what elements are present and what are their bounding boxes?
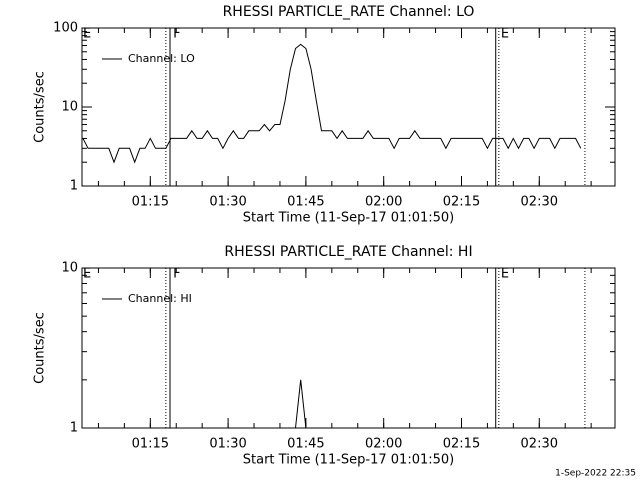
data-line [82, 379, 581, 429]
y-tick-label: 100 [53, 21, 78, 36]
y-tick-label: 10 [61, 261, 78, 276]
y-tick-label: 10 [61, 100, 78, 115]
y-axis-label: Counts/sec [33, 312, 48, 384]
x-tick-label: 01:45 [287, 437, 324, 452]
x-tick-label: 01:15 [132, 195, 169, 210]
event-label: E [83, 267, 91, 282]
legend-label: Channel: HI [128, 292, 192, 305]
footer-timestamp: 1-Sep-2022 22:35 [555, 469, 636, 479]
data-line [82, 43, 582, 164]
event-label: F [173, 27, 180, 42]
chart-title: RHESSI PARTICLE_RATE Channel: LO [223, 4, 475, 20]
x-tick-label: 02:15 [443, 195, 480, 210]
x-tick-label: 01:30 [209, 437, 246, 452]
x-tick-label: 02:30 [521, 437, 558, 452]
legend-label: Channel: LO [128, 52, 195, 65]
x-tick-label: 01:15 [132, 437, 169, 452]
event-label: F [173, 267, 180, 282]
event-label: E [83, 27, 91, 42]
chart-title: RHESSI PARTICLE_RATE Channel: HI [224, 244, 472, 260]
x-tick-label: 02:15 [443, 437, 480, 452]
x-axis-label: Start Time (11-Sep-17 01:01:50) [243, 211, 454, 226]
x-tick-label: 02:00 [365, 437, 402, 452]
y-tick-label: 1 [70, 421, 78, 436]
x-tick-label: 02:00 [365, 195, 402, 210]
y-axis-label: Counts/sec [33, 71, 48, 143]
x-tick-label: 01:45 [287, 195, 324, 210]
y-tick-label: 1 [70, 179, 78, 194]
event-label: E [501, 267, 509, 282]
x-axis-label: Start Time (11-Sep-17 01:01:50) [243, 453, 454, 468]
x-tick-label: 01:30 [209, 195, 246, 210]
x-tick-label: 02:30 [521, 195, 558, 210]
event-label: E [501, 27, 509, 42]
